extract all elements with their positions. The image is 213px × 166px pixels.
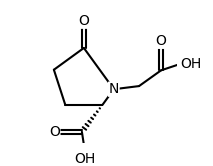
Text: N: N	[109, 82, 119, 96]
Text: O: O	[156, 34, 167, 48]
Text: OH: OH	[180, 57, 201, 71]
Text: O: O	[49, 125, 60, 139]
Text: OH: OH	[74, 152, 96, 166]
Text: O: O	[78, 14, 89, 28]
